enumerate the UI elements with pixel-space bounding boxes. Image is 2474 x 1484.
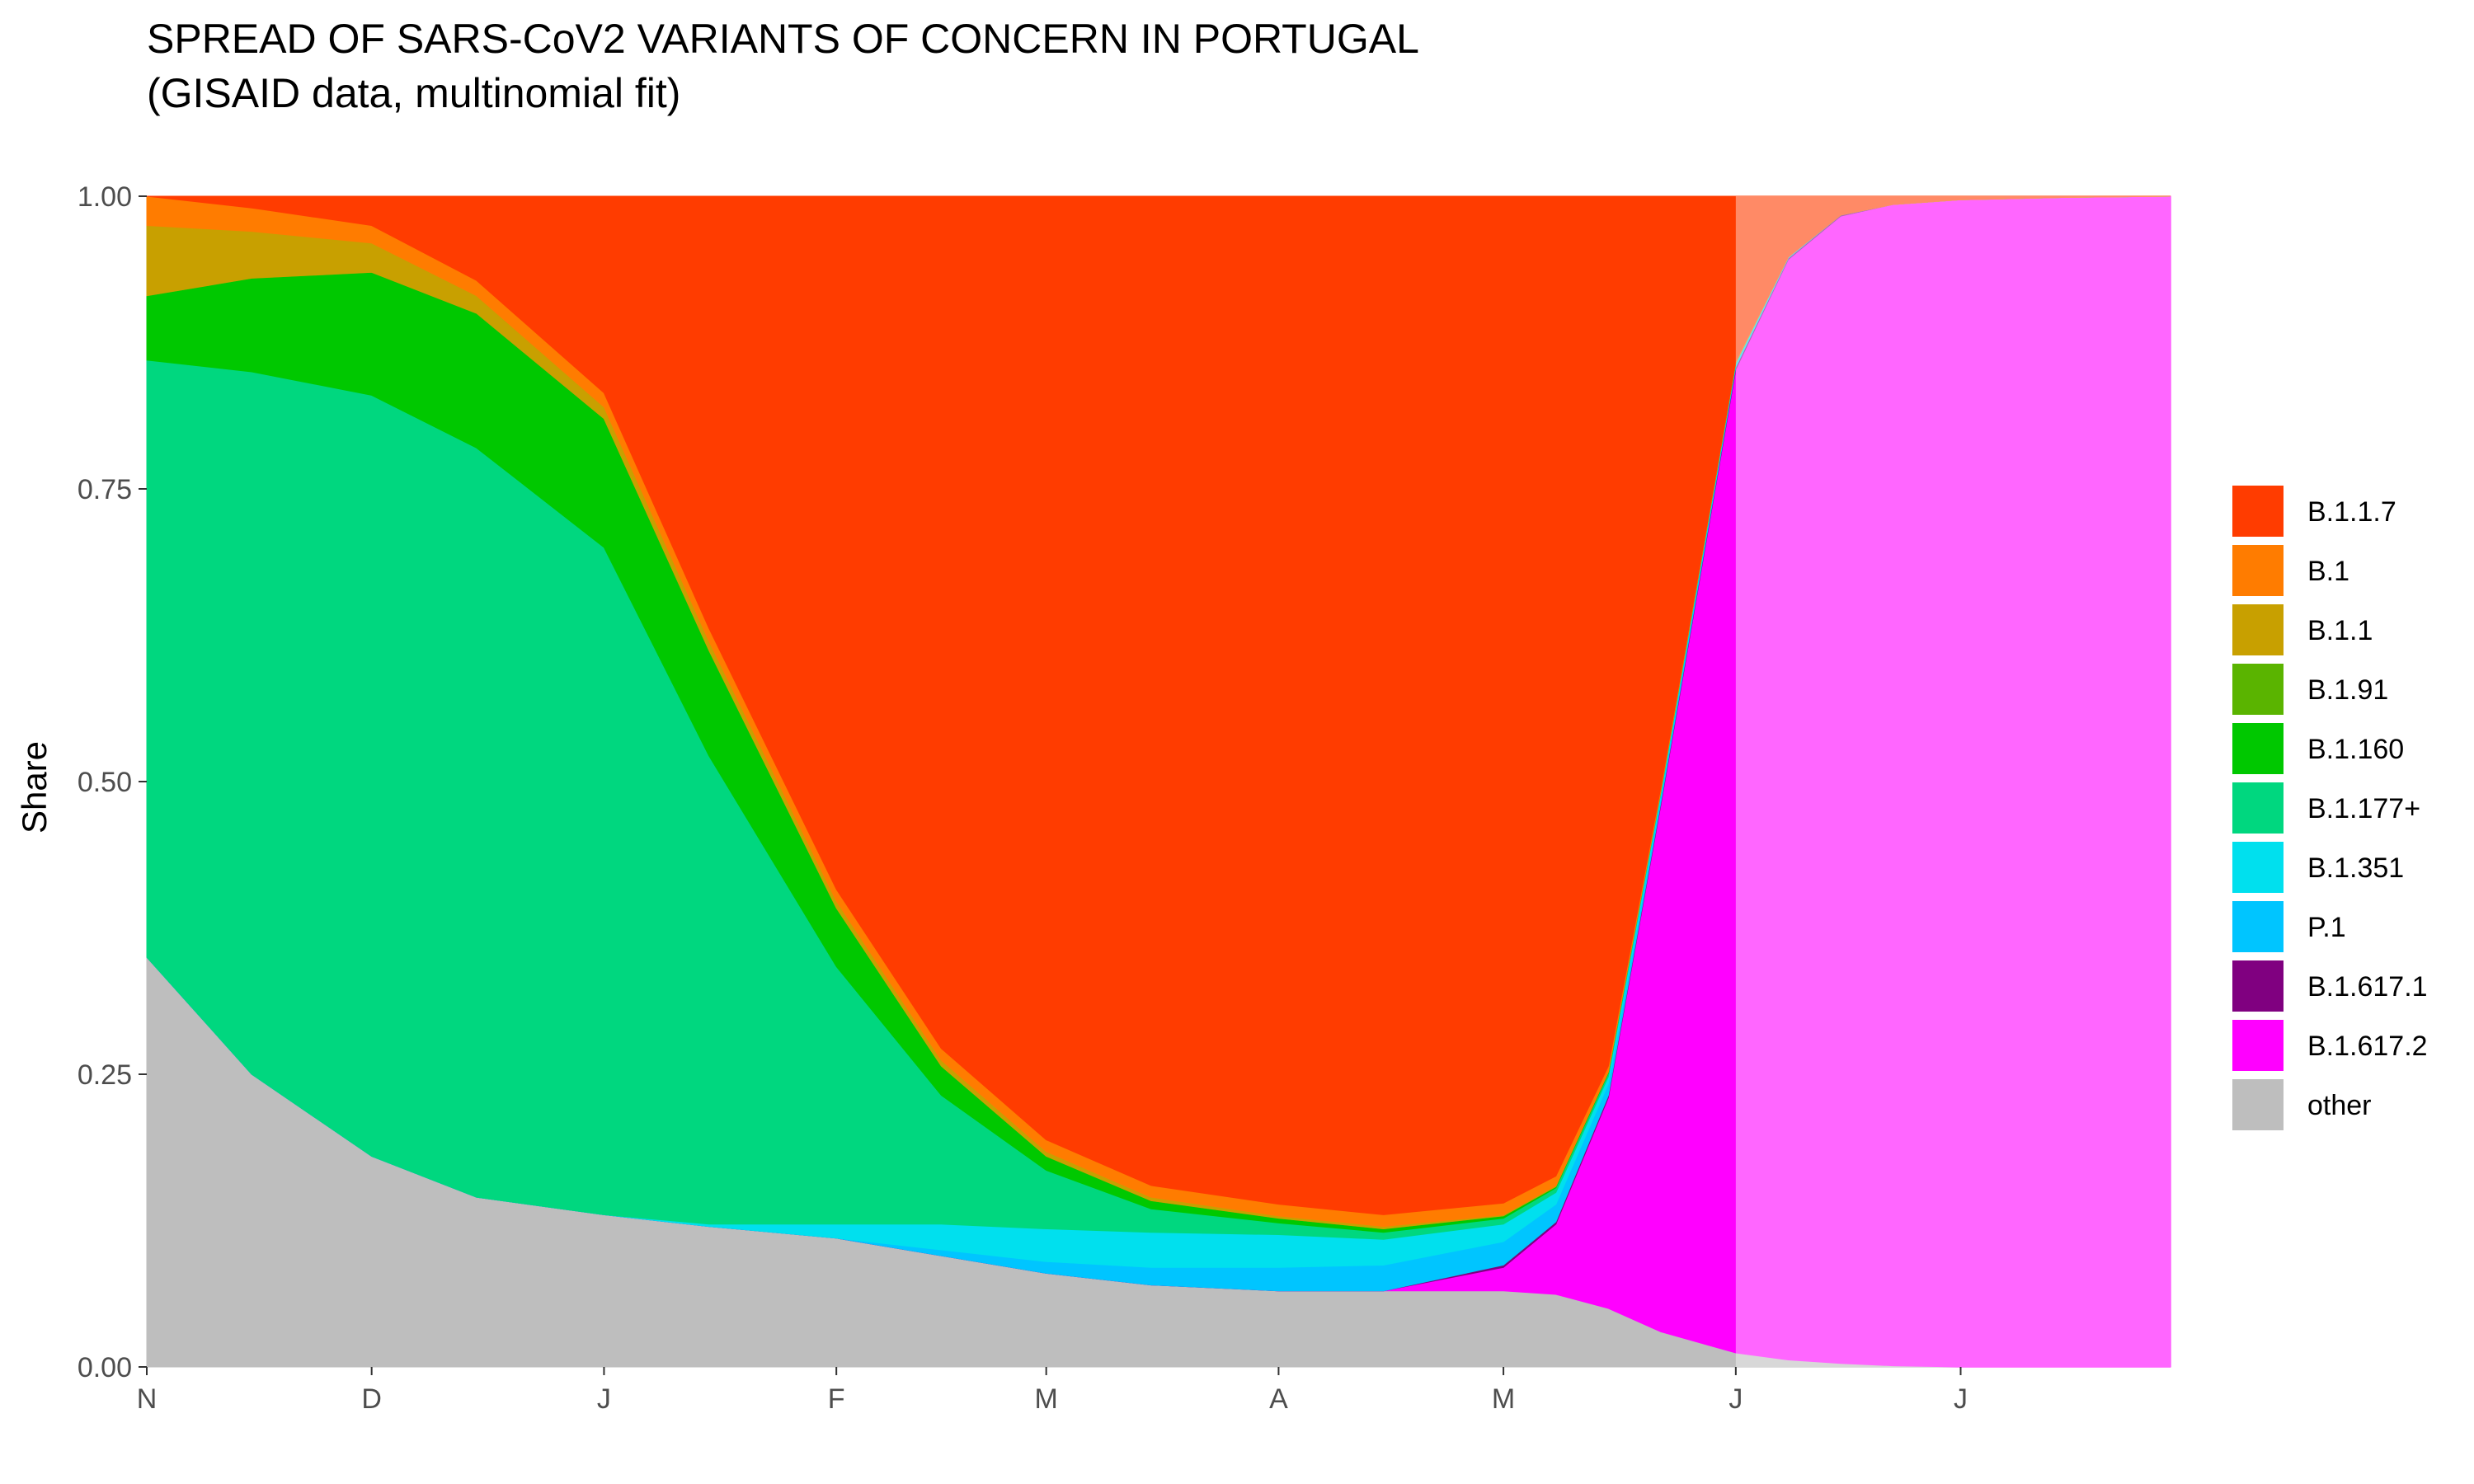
legend-swatch-b-1-91 (2231, 662, 2285, 716)
legend-label-b-1-177: B.1.177+ (2307, 793, 2420, 824)
legend-label-b-1-1-7: B.1.1.7 (2307, 496, 2396, 528)
x-tick-label: F (828, 1383, 845, 1415)
x-tick-label: M (1035, 1383, 1058, 1415)
legend-swatch-b-1-351 (2231, 840, 2285, 895)
legend-swatch-b-1-1 (2231, 603, 2285, 657)
legend-label-b-1: B.1 (2307, 556, 2349, 587)
y-tick-label: 1.00 (78, 181, 132, 213)
y-tick-label: 0.25 (78, 1059, 132, 1091)
area-layers (146, 195, 2171, 1368)
legend: B.1.1.7 B.1 B.1.1 B.1.91 B.1.160 B.1.177+ B.1.… (2231, 484, 2428, 1132)
legend-label-b-1-617-2: B.1.617.2 (2307, 1031, 2428, 1062)
legend-label-b-1-617-1: B.1.617.1 (2307, 971, 2428, 1003)
axes: 0.00 0.25 0.50 0.75 1.00 N D J F M A M J J (78, 181, 1968, 1415)
y-tick-label: 0.00 (78, 1352, 132, 1383)
y-axis-title: Share (15, 741, 54, 834)
y-tick-label: 0.50 (78, 767, 132, 798)
legend-label-b-1-1: B.1.1 (2307, 615, 2373, 646)
legend-label-p-1: P.1 (2307, 912, 2346, 943)
legend-swatch-b-1-617-2 (2231, 1018, 2285, 1073)
x-tick-label: J (597, 1383, 611, 1415)
legend-swatch-p-1 (2231, 899, 2285, 954)
y-tick-label: 0.75 (78, 474, 132, 505)
x-tick-label: J (1729, 1383, 1743, 1415)
legend-swatch-other (2231, 1078, 2285, 1132)
legend-label-b-1-160: B.1.160 (2307, 734, 2404, 765)
x-tick-label: D (361, 1383, 382, 1415)
legend-label-b-1-351: B.1.351 (2307, 852, 2404, 884)
chart-subtitle: (GISAID data, multinomial fit) (147, 70, 680, 116)
x-tick-label: N (137, 1383, 158, 1415)
x-tick-label: M (1492, 1383, 1515, 1415)
chart-title: SPREAD OF SARS-CoV2 VARIANTS OF CONCERN … (147, 16, 1419, 62)
area-b-1-1-7 (146, 195, 2171, 1215)
legend-swatch-b-1-1-7 (2231, 484, 2285, 538)
legend-swatch-b-1-617-1 (2231, 959, 2285, 1013)
legend-label-other: other (2307, 1090, 2372, 1121)
legend-label-b-1-91: B.1.91 (2307, 674, 2388, 706)
legend-swatch-b-1-177 (2231, 781, 2285, 835)
x-tick-label: J (1954, 1383, 1968, 1415)
legend-swatch-b-1 (2231, 543, 2285, 598)
extrapolation-overlay (1735, 196, 2171, 1367)
legend-swatch-b-1-160 (2231, 721, 2285, 776)
x-tick-label: A (1269, 1383, 1288, 1415)
